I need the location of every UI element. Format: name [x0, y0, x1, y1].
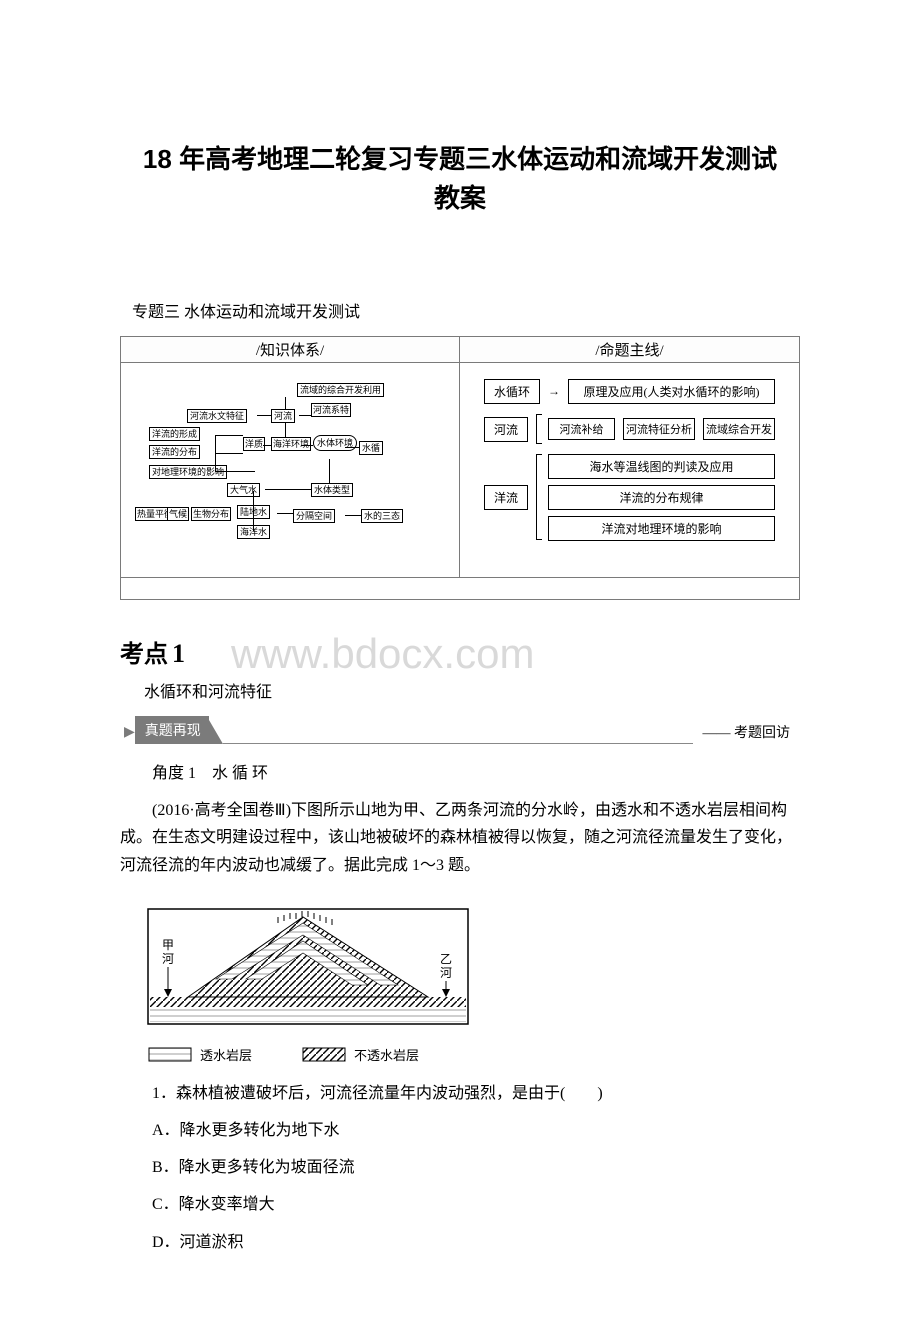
title-line-2: 教案 [120, 179, 800, 218]
box-洋流形成: 洋流的形成 [149, 427, 200, 441]
kaodian-subtitle: 水循环和河流特征 [144, 678, 800, 702]
zhenti-underline [223, 743, 693, 744]
option-a: A．降水更多转化为地下水 [120, 1117, 800, 1144]
option-b: B．降水更多转化为坡面径流 [120, 1154, 800, 1181]
angle-text: 角度 1 水 循 环 [152, 765, 268, 782]
box-水文特征: 河流水文特征 [187, 409, 247, 423]
figure-svg: 甲 河 乙 河 [128, 889, 488, 1039]
r-河流特征: 河流特征分析 [623, 418, 695, 440]
r-环境影响: 洋流对地理环境的影响 [548, 516, 775, 541]
legend-permeable-label: 透水岩层 [200, 1045, 252, 1064]
r-等温线: 海水等温线图的判读及应用 [548, 454, 775, 479]
r-流域开发: 流域综合开发 [703, 418, 775, 440]
triangle-icon: ▶ [124, 724, 135, 741]
r-原理应用: 原理及应用(人类对水循环的影响) [568, 379, 775, 404]
legend-impermeable: 不透水岩层 [302, 1045, 419, 1064]
box-河流系特: 河流系特 [311, 403, 351, 417]
box-大气水: 大气水 [227, 483, 260, 497]
kb-left-diagram-cell: 流域的综合开发利用 河流水文特征 河流 河流系特 洋流的形成 洋流的分布 洋质 … [121, 363, 460, 578]
r-分布规律: 洋流的分布规律 [548, 485, 775, 510]
box-综合开发: 流域的综合开发利用 [297, 383, 384, 397]
zhenti-banner: ▶ 真题再现 —— 考题回访 [120, 716, 800, 744]
box-水体环境: 水体环境 [313, 435, 357, 451]
knowledge-system-table: /知识体系/ /命题主线/ 流域的综合开发利用 河流水文特征 河流 河流系特 洋… [120, 336, 800, 600]
title-line-1: 18 年高考地理二轮复习专题三水体运动和流域开发测试 [120, 140, 800, 179]
label-jia: 甲 [162, 938, 174, 952]
kaodian-heading: 考点 1 www.bdocx.com [120, 624, 800, 672]
zhenti-right-label: —— 考题回访 [703, 722, 791, 742]
box-分隔空间: 分隔空间 [293, 509, 335, 523]
box-洋质: 洋质 [243, 437, 265, 451]
r-洋流: 洋流 [484, 485, 528, 510]
kb-right-diagram: 水循环 → 原理及应用(人类对水循环的影响) 河流 河流补给 河流特征分析 流域… [460, 363, 799, 571]
zhenti-tab-label: 真题再现 [135, 716, 209, 744]
angle-heading: 角度 1 水 循 环 [120, 760, 800, 787]
option-c: C．降水变率增大 [120, 1191, 800, 1218]
arrow-icon: → [548, 384, 560, 399]
kb-header-left: /知识体系/ [121, 337, 460, 363]
box-水的三态: 水的三态 [361, 509, 403, 523]
tab-tail-icon [209, 720, 223, 744]
zhenti-tab: 真题再现 [135, 716, 223, 744]
r-河流补给: 河流补给 [548, 418, 615, 440]
passage-text: (2016·高考全国卷Ⅲ)下图所示山地为甲、乙两条河流的分水岭，由透水和不透水岩… [120, 797, 800, 879]
figure-legend: 透水岩层 不透水岩层 [148, 1045, 800, 1064]
option-d: D．河道淤积 [120, 1229, 800, 1256]
box-生物分布: 生物分布 [191, 507, 231, 521]
kaodian-number: 1 [172, 639, 185, 669]
label-yi: 乙 [440, 952, 452, 966]
subject-line: 专题三 水体运动和流域开发测试 [132, 298, 800, 322]
kb-left-diagram: 流域的综合开发利用 河流水文特征 河流 河流系特 洋流的形成 洋流的分布 洋质 … [135, 381, 445, 557]
r-河流: 河流 [484, 417, 528, 442]
box-洋流分布: 洋流的分布 [149, 445, 200, 459]
kb-empty-row [121, 578, 800, 600]
label-yi2: 河 [440, 966, 452, 980]
kb-right-diagram-cell: 水循环 → 原理及应用(人类对水循环的影响) 河流 河流补给 河流特征分析 流域… [460, 363, 800, 578]
box-河流: 河流 [271, 409, 295, 423]
box-气候: 气候 [167, 507, 189, 521]
document-title: 18 年高考地理二轮复习专题三水体运动和流域开发测试 教案 [120, 140, 800, 218]
legend-impermeable-label: 不透水岩层 [354, 1045, 419, 1064]
question-1: 1．森林植被遭破坏后，河流径流量年内波动强烈，是由于( ) [120, 1080, 800, 1107]
mountain-cross-section-figure: 甲 河 乙 河 透水岩层 不透水岩层 [128, 889, 800, 1064]
watermark-text: www.bdocx.com [231, 630, 534, 678]
r-水循环: 水循环 [484, 379, 540, 404]
box-水循: 水循 [359, 441, 383, 455]
label-jia2: 河 [162, 952, 174, 966]
kaodian-label: 考点 [120, 634, 168, 669]
legend-permeable: 透水岩层 [148, 1045, 252, 1064]
kb-header-right: /命题主线/ [460, 337, 800, 363]
box-水体类型: 水体类型 [311, 483, 353, 497]
